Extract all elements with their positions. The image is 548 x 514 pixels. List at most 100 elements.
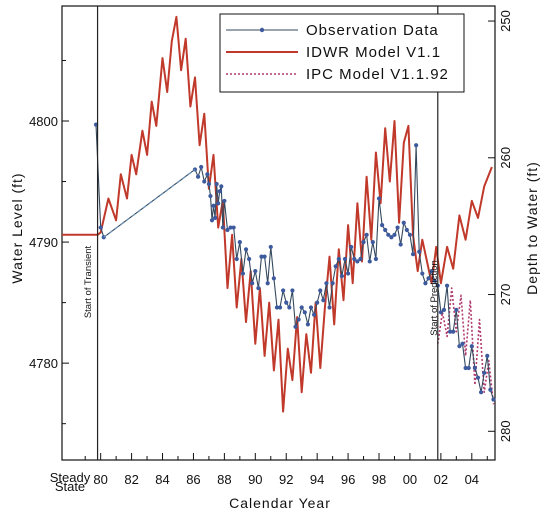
observation-point <box>478 390 484 395</box>
legend-marker <box>259 27 265 33</box>
legend-label-observation-data: Observation Data <box>306 22 439 39</box>
observation-point <box>457 344 462 349</box>
observation-point <box>247 256 252 262</box>
observation-point <box>202 179 207 184</box>
observation-point <box>208 193 213 199</box>
y-tick-label: 4790 <box>29 235 58 250</box>
observation-point <box>324 281 329 286</box>
observation-point <box>475 375 481 380</box>
observation-point <box>426 276 431 281</box>
y2-tick-label: 260 <box>498 147 513 169</box>
observation-point <box>305 322 310 327</box>
observation-point <box>420 271 425 276</box>
legend-label-ipc-model-v1-1-92: IPC Model V1.1.92 <box>306 66 449 83</box>
observation-point <box>392 232 397 237</box>
observation-point <box>253 269 258 274</box>
x-tick-label: 90 <box>248 472 262 487</box>
observation-point <box>410 252 416 257</box>
observation-point <box>398 242 403 247</box>
observation-point <box>417 249 422 254</box>
observation-point <box>262 254 267 259</box>
observation-point <box>293 324 298 329</box>
observation-point <box>296 317 301 322</box>
observation-point <box>311 312 317 317</box>
observation-point <box>308 305 314 310</box>
observation-point <box>361 239 366 245</box>
y2-tick-label: 270 <box>498 284 513 306</box>
observation-point <box>380 223 385 228</box>
observation-point <box>407 232 413 237</box>
x-axis-title: Calendar Year <box>229 495 331 511</box>
observation-point <box>414 143 419 148</box>
observation-point <box>448 329 453 334</box>
observation-point <box>302 310 307 315</box>
observation-point <box>330 281 335 286</box>
observation-point <box>315 300 320 305</box>
observation-point <box>228 225 233 230</box>
x-tick-label: State <box>55 479 85 494</box>
observation-point <box>277 305 283 310</box>
observation-point <box>290 288 295 293</box>
y-axis-left: 4780 4790 4800 <box>29 59 69 425</box>
annotation-start-transient: Start of Transient <box>83 245 94 318</box>
observation-point <box>199 164 204 170</box>
y-tick-label: 4780 <box>29 356 58 371</box>
observation-point <box>281 288 286 293</box>
observation-point <box>488 387 493 392</box>
observation-point <box>472 365 477 371</box>
observation-point <box>274 305 280 310</box>
observation-point <box>482 370 487 375</box>
observation-point <box>441 307 447 312</box>
observation-point <box>299 305 304 310</box>
legend-items: Observation Data IDWR Model V1.1 IPC Model… <box>226 22 449 83</box>
x-tick-label: Steady <box>50 470 91 485</box>
observation-point <box>237 239 242 245</box>
observation-point <box>364 232 369 237</box>
observation-point <box>376 196 382 201</box>
observation-point <box>333 264 338 269</box>
observation-point <box>231 225 236 230</box>
observation-point <box>318 288 323 293</box>
observation-point <box>327 305 332 310</box>
observation-point <box>383 227 388 233</box>
observation-point <box>355 259 360 264</box>
x-tick-label: 88 <box>217 472 231 487</box>
observation-point <box>451 329 456 334</box>
observation-point <box>370 239 375 245</box>
y-axis-right: 250 260 270 280 <box>488 10 513 442</box>
observation-point <box>212 215 218 220</box>
observation-point <box>342 256 348 262</box>
observation-point <box>367 259 372 264</box>
series-layer <box>62 15 496 413</box>
observation-point <box>259 254 264 259</box>
observation-point <box>386 232 391 237</box>
observation-point <box>234 256 239 262</box>
legend-label-idwr-model-v1-1: IDWR Model V1.1 <box>306 44 441 61</box>
observation-point <box>336 256 341 262</box>
x-tick-label: 92 <box>279 472 293 487</box>
observation-point <box>256 285 261 291</box>
x-tick-label: 94 <box>310 472 324 487</box>
observation-point <box>485 353 490 358</box>
y2-axis-title: Depth to Water (ft) <box>524 161 540 295</box>
observation-point <box>466 365 471 371</box>
observation-gap-line <box>103 168 196 238</box>
y-tick-label: 4800 <box>29 114 58 129</box>
x-tick-label: 04 <box>465 472 479 487</box>
observation-point <box>423 281 428 286</box>
observation-point <box>460 341 465 346</box>
observation-point <box>389 235 394 240</box>
observation-point <box>240 271 246 276</box>
observation-point <box>454 307 459 312</box>
observation-point <box>395 225 400 230</box>
x-tick-label: 84 <box>155 472 169 487</box>
observation-point <box>404 227 409 233</box>
x-tick-label: 02 <box>434 472 448 487</box>
observation-point <box>438 310 443 315</box>
observation-point <box>250 281 255 286</box>
y2-tick-label: 250 <box>498 10 513 32</box>
x-tick-label: 98 <box>372 472 386 487</box>
observation-point <box>429 269 434 274</box>
observation-point <box>491 397 496 402</box>
observation-point <box>211 203 216 208</box>
